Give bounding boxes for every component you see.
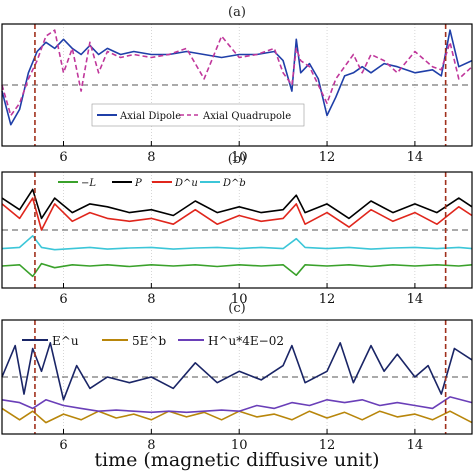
x-tick-label-b-1: 8 bbox=[147, 292, 155, 307]
panel-c: (c) 6 8 10 12 14 E^u 5E^b H^u*4E−02 bbox=[1, 301, 473, 453]
x-tick-label-c-2: 10 bbox=[231, 438, 248, 453]
x-tick-label-b-4: 14 bbox=[407, 292, 424, 307]
legend-b-label-Db: D^b bbox=[222, 178, 246, 189]
series-line-a-1 bbox=[1, 29, 473, 117]
legend-c-label-Eu: E^u bbox=[52, 334, 79, 348]
panel-a: (a) 6 8 10 12 14 Axial Dipole Axial Quadrupo… bbox=[1, 5, 473, 165]
panel-c-label: (c) bbox=[228, 301, 245, 316]
series-line-c-2 bbox=[1, 396, 473, 414]
legend-b-label-L: −L bbox=[81, 178, 96, 189]
plot-area-c: 6 8 10 12 14 bbox=[1, 319, 473, 453]
x-tick-label-a-1: 8 bbox=[147, 150, 155, 165]
x-tick-label-c-0: 6 bbox=[59, 438, 67, 453]
legend-c-label-Eb: 5E^b bbox=[132, 334, 166, 348]
x-tick-label-a-4: 14 bbox=[407, 150, 424, 165]
legend-c-label-Hu: H^u*4E−02 bbox=[208, 334, 284, 348]
x-tick-label-c-4: 14 bbox=[407, 438, 424, 453]
panel-b-label: (b) bbox=[228, 152, 246, 167]
plot-area-b: 6 8 10 12 14 bbox=[1, 171, 473, 307]
x-axis-title: time (magnetic diffusive unit) bbox=[94, 449, 379, 471]
series-line-b-0 bbox=[1, 262, 473, 278]
series-line-b-2 bbox=[1, 197, 473, 231]
x-tick-label-c-3: 12 bbox=[319, 438, 336, 453]
plot-area-a: 6 8 10 12 14 bbox=[1, 23, 473, 165]
legend-a-label-quadrupole: Axial Quadrupole bbox=[202, 111, 291, 122]
x-tick-label-a-3: 12 bbox=[319, 150, 336, 165]
x-tick-label-b-2: 10 bbox=[231, 292, 248, 307]
plot-frame-a bbox=[1, 23, 473, 147]
panel-b: (b) 6 8 10 12 14 −L P D^u D^b bbox=[1, 152, 473, 307]
legend-c: E^u 5E^b H^u*4E−02 bbox=[22, 334, 284, 348]
legend-b-label-P: P bbox=[134, 178, 142, 189]
x-tick-label-a-2: 10 bbox=[231, 150, 248, 165]
legend-a: Axial Dipole Axial Quadrupole bbox=[91, 103, 305, 127]
legend-a-label-dipole: Axial Dipole bbox=[119, 111, 181, 122]
x-tick-label-a-0: 6 bbox=[59, 150, 67, 165]
x-tick-label-c-1: 8 bbox=[147, 438, 155, 453]
x-tick-label-b-0: 6 bbox=[59, 292, 67, 307]
plot-frame-c bbox=[1, 319, 473, 435]
series-line-c-0 bbox=[1, 341, 473, 401]
series-line-b-3 bbox=[1, 235, 473, 251]
series-line-c-1 bbox=[1, 407, 473, 424]
x-tick-label-b-3: 12 bbox=[319, 292, 336, 307]
legend-b: −L P D^u D^b bbox=[58, 178, 246, 189]
panel-a-label: (a) bbox=[228, 5, 246, 20]
series-line-b-1 bbox=[1, 188, 473, 220]
plot-frame-b bbox=[1, 171, 473, 289]
legend-b-label-Du: D^u bbox=[174, 178, 198, 189]
legend-b-label-L-text: −L bbox=[81, 178, 96, 189]
